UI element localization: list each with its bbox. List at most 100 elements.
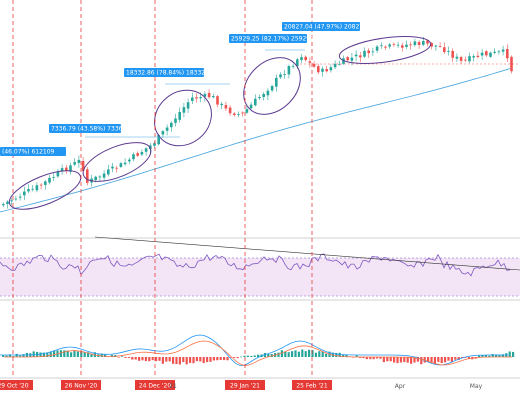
candle-body	[39, 184, 43, 186]
macd-histogram-bar	[291, 351, 294, 357]
candle-body	[312, 63, 316, 67]
macd-histogram-bar	[457, 357, 460, 361]
candle-body	[430, 43, 433, 47]
macd-histogram-bar	[444, 357, 447, 363]
candle-body	[111, 166, 114, 169]
candle-body	[77, 159, 81, 163]
candle-body	[128, 159, 131, 162]
candle-body	[459, 57, 463, 61]
candle-body	[220, 103, 223, 106]
candle-body	[375, 46, 379, 51]
macd-histogram-bar	[508, 351, 511, 357]
macd-histogram-bar	[430, 357, 433, 363]
candle-body	[321, 68, 324, 72]
candle-body	[262, 93, 265, 97]
candle-body	[245, 109, 249, 113]
candle-body	[153, 143, 156, 146]
macd-histogram-bar	[464, 357, 467, 358]
macd-histogram-bar	[257, 354, 260, 357]
macd-histogram-bar	[450, 357, 453, 363]
macd-histogram-bar	[437, 357, 440, 362]
candle-body	[258, 97, 261, 99]
macd-histogram-bar	[491, 353, 494, 357]
highlight-ellipse	[338, 36, 432, 64]
annotation-box	[0, 147, 66, 156]
macd-histogram-bar	[294, 350, 297, 357]
annotation-label: 18332.86 (78.84%) 1833286	[126, 70, 213, 77]
candle-body	[291, 65, 295, 67]
candle-body	[405, 44, 408, 47]
macd-histogram-bar	[365, 357, 368, 360]
macd-histogram-bar	[246, 355, 249, 357]
macd-histogram-bar	[488, 355, 491, 357]
candle-body	[44, 181, 47, 185]
candle-body	[60, 168, 64, 172]
macd-histogram-bar	[379, 357, 382, 359]
macd-histogram-bar	[124, 357, 127, 359]
candle-body	[283, 74, 286, 75]
macd-histogram-bar	[216, 357, 219, 361]
price-panel	[0, 36, 520, 213]
candle-body	[6, 201, 9, 204]
candle-body	[472, 56, 475, 58]
macd-histogram-bar	[467, 357, 470, 359]
macd-histogram-bar	[335, 352, 338, 357]
macd-histogram-bar	[362, 357, 365, 359]
macd-histogram-bar	[389, 357, 392, 362]
date-marker-box	[0, 380, 33, 390]
macd-histogram-bar	[338, 352, 341, 357]
macd-histogram-bar	[498, 354, 501, 357]
macd-histogram-bar	[46, 352, 49, 357]
macd-histogram-bar	[461, 357, 464, 359]
macd-histogram-bar	[155, 357, 158, 362]
candle-body	[98, 176, 102, 178]
macd-histogram-bar	[433, 357, 436, 364]
macd-histogram-bar	[148, 357, 151, 362]
candle-body	[308, 61, 312, 63]
candle-body	[186, 102, 190, 109]
candle-body	[510, 56, 513, 72]
candle-body	[161, 131, 165, 135]
candle-body	[191, 97, 194, 101]
candle-body	[371, 51, 375, 53]
macd-histogram-bar	[199, 357, 202, 362]
macd-histogram-bar	[192, 357, 195, 364]
macd-histogram-bar	[73, 350, 76, 357]
macd-histogram-bar	[236, 357, 239, 359]
candle-body	[18, 196, 22, 198]
annotation-box	[282, 22, 360, 31]
candle-body	[115, 167, 118, 169]
macd-histogram-bar	[76, 351, 79, 357]
macd-panel	[0, 334, 515, 366]
candle-body	[447, 51, 450, 53]
macd-histogram-bar	[212, 357, 215, 361]
rsi-panel	[0, 236, 520, 297]
candle-body	[165, 127, 169, 131]
macd-histogram-bar	[478, 355, 481, 357]
candle-body	[501, 49, 505, 52]
annotation-box	[229, 34, 307, 43]
candle-body	[52, 177, 55, 178]
macd-histogram-bar	[369, 357, 372, 360]
candle-body	[2, 203, 5, 206]
macd-histogram-bar	[161, 357, 164, 364]
candle-body	[237, 113, 240, 115]
macd-histogram-bar	[345, 354, 348, 357]
signal-line	[4, 340, 512, 366]
date-marker-label: 29 Oct '20	[0, 383, 29, 390]
candle-body	[174, 118, 177, 123]
date-markers: 29 Oct '20 26 Nov '20 24 Dec '20 29 Jan '21…	[0, 0, 332, 390]
candle-body	[212, 96, 215, 98]
candle-body	[350, 57, 354, 61]
macd-histogram-bar	[512, 351, 515, 357]
macd-histogram-bar	[87, 352, 90, 357]
date-marker-box	[61, 380, 101, 390]
macd-histogram-bar	[15, 353, 18, 357]
macd-histogram-bar	[372, 357, 375, 360]
candle-body	[178, 112, 181, 120]
rsi-trendline	[94, 236, 520, 271]
date-marker-box	[225, 380, 265, 390]
annotation-label: 7336.79 (43.58%) 733679	[51, 126, 130, 133]
candle-body	[254, 98, 257, 106]
candle-body	[203, 93, 207, 97]
